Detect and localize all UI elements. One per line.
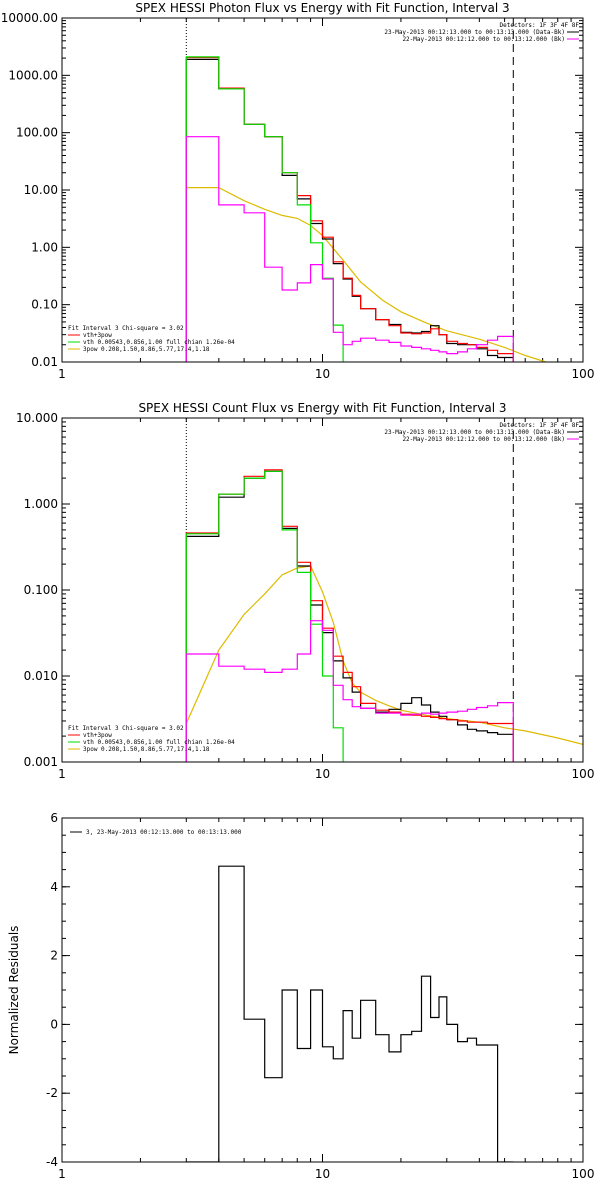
x-tick-label: 100 bbox=[572, 767, 595, 781]
y-tick-label: 4 bbox=[50, 880, 58, 894]
plot-frame bbox=[61, 417, 584, 763]
y-tick-label: 0.01 bbox=[31, 355, 58, 369]
y-tick-label: 0.10 bbox=[31, 298, 58, 312]
series-step-bk bbox=[185, 620, 514, 762]
y-tick-label: 0.100 bbox=[24, 583, 58, 597]
x-tick-label: 1 bbox=[58, 767, 66, 781]
legend-entry: vth+3pow bbox=[83, 332, 112, 339]
legend-entry: 3, 23-May-2013 00:12:13.000 to 00:13:13.… bbox=[86, 829, 242, 836]
series-step-data-bk bbox=[185, 470, 514, 762]
legend-entry: 23-May-2013 00:12:13.000 to 00:13:13.000… bbox=[384, 29, 565, 36]
y-tick-label: -4 bbox=[46, 1155, 58, 1169]
chart-title: SPEX HESSI Count Flux vs Energy with Fit… bbox=[138, 401, 506, 415]
y-tick-label: 10.00 bbox=[24, 183, 58, 197]
legend-entry: 3pow 0.208,1.50,8.86,5.77,17.4,1.18 bbox=[83, 746, 210, 753]
y-tick-label: 0 bbox=[50, 1017, 58, 1031]
x-tick-label: 1 bbox=[58, 1167, 66, 1181]
series-step-2 bbox=[185, 56, 353, 362]
y-tick-label: 0.010 bbox=[24, 669, 58, 683]
y-tick-label: 1000.00 bbox=[8, 68, 58, 82]
legend-fit-interval: Fit Interval 3 Chi-square = 3.02 bbox=[68, 325, 184, 332]
y-tick-label: 100.00 bbox=[16, 126, 58, 140]
series-step-bk bbox=[185, 136, 514, 362]
y-axis-label: Normalized Residuals bbox=[7, 926, 21, 1055]
x-tick-label: 100 bbox=[572, 1167, 595, 1181]
y-tick-label: 10.000 bbox=[16, 411, 58, 425]
x-tick-label: 10 bbox=[315, 1167, 330, 1181]
plot-frame bbox=[61, 17, 584, 363]
fit-curve bbox=[186, 187, 546, 362]
series-group bbox=[185, 56, 546, 362]
x-tick-label: 1 bbox=[58, 367, 66, 381]
legend-entry: 23-May-2013 00:12:13.000 to 00:13:13.000… bbox=[384, 429, 565, 436]
series-step-1 bbox=[185, 469, 514, 762]
x-tick-label: 10 bbox=[315, 767, 330, 781]
fit-curve bbox=[185, 565, 583, 745]
legend-detectors: Detectors: 1F 3F 4F 8F bbox=[500, 22, 580, 29]
series-group bbox=[185, 469, 583, 762]
legend-entry: 22-May-2013 00:12:12.000 to 00:13:12.000… bbox=[402, 36, 565, 43]
x-tick-label: 100 bbox=[572, 367, 595, 381]
chart-title: SPEX HESSI Photon Flux vs Energy with Fi… bbox=[135, 1, 509, 15]
y-tick-label: -2 bbox=[46, 1086, 58, 1100]
legend-entry: 3pow 0.208,1.50,8.86,5.77,17.4,1.18 bbox=[83, 346, 210, 353]
y-tick-label: 10000.00 bbox=[1, 11, 58, 25]
y-tick-label: 6 bbox=[50, 811, 58, 825]
y-tick-label: 0.001 bbox=[24, 755, 58, 769]
x-tick-label: 10 bbox=[315, 367, 330, 381]
series-step-2 bbox=[185, 470, 353, 762]
y-tick-label: 1.00 bbox=[31, 240, 58, 254]
legend-entry: 22-May-2013 00:12:12.000 to 00:13:12.000… bbox=[402, 436, 565, 443]
y-tick-label: 1.000 bbox=[24, 497, 58, 511]
series-step-3-23-may-2013-00-12-13-000-to-00-13-13-000 bbox=[186, 865, 514, 1162]
series-group bbox=[186, 865, 514, 1162]
legend-fit-interval: Fit Interval 3 Chi-square = 3.02 bbox=[68, 725, 184, 732]
series-step-1 bbox=[185, 56, 514, 362]
legend-entry: vth 0.00543,0.856,1.00 full chian 1.26e-… bbox=[83, 339, 235, 346]
legend-detectors: Detectors: 1F 3F 4F 8F bbox=[500, 422, 580, 429]
legend-entry: vth 0.00543,0.856,1.00 full chian 1.26e-… bbox=[83, 739, 235, 746]
legend-entry: vth+3pow bbox=[83, 732, 112, 739]
y-tick-label: 2 bbox=[50, 949, 58, 963]
series-step-data-bk bbox=[185, 58, 514, 362]
plot-frame bbox=[61, 817, 584, 1163]
